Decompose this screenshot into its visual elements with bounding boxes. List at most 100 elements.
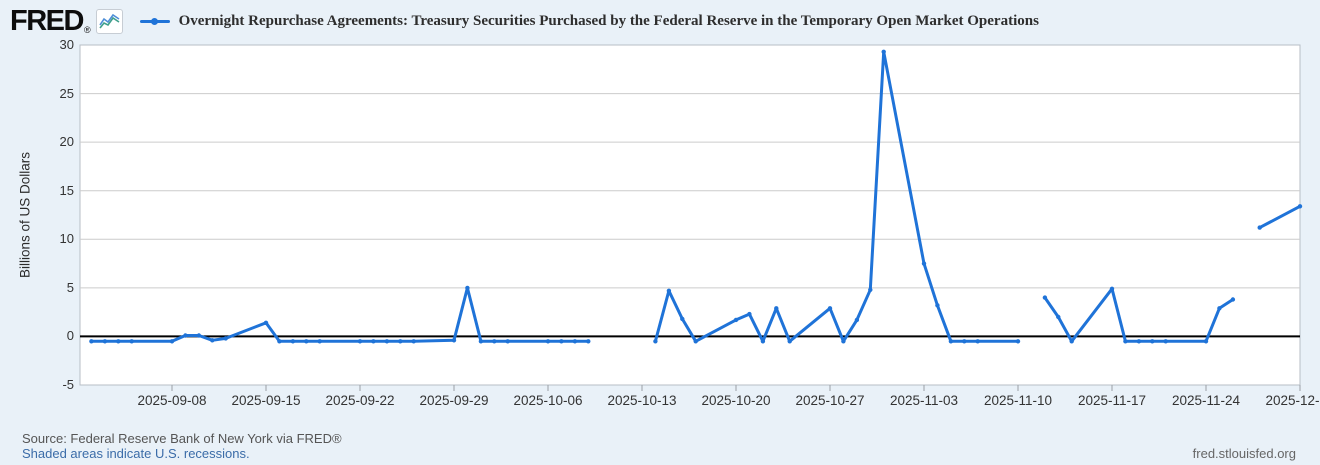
data-point [89,339,94,344]
fred-logo[interactable]: FRED ® [10,4,91,37]
data-point [304,339,309,344]
data-point [1150,339,1155,344]
data-point [653,339,658,344]
data-point [1136,339,1142,344]
x-tick-label: 2025-11-03 [889,393,959,408]
data-point [827,306,833,311]
data-point [478,339,484,344]
data-point [210,338,215,343]
x-tick-label: 2025-11-24 [1171,393,1241,408]
data-line-segment [653,50,1020,343]
data-point [492,339,497,344]
data-point [357,339,363,344]
y-tick-label: 10 [59,231,74,247]
data-point [384,339,390,344]
data-point [411,339,416,344]
data-point [868,287,873,292]
data-point [881,49,886,54]
site-url-text: fred.stlouisfed.org [1192,446,1296,461]
data-point [129,339,134,344]
data-point [693,339,698,344]
data-point [666,288,672,293]
data-point [747,311,752,317]
x-tick-label: 2025-09-15 [231,393,301,408]
x-tick-label: 2025-11-10 [983,393,1053,408]
y-tick-label: 15 [59,182,74,198]
data-point [465,285,470,291]
data-point [451,338,457,343]
data-point [371,339,376,344]
y-tick-label: -5 [62,377,74,392]
x-axis-tick-labels: 2025-09-08 2025-09-15 2025-09-22 2025-09-29… [0,393,1320,413]
data-point [1015,339,1021,344]
data-point [854,317,860,323]
data-point [277,339,282,344]
chart-header: FRED ® Overnight Repurchase Agreements: T… [0,0,1320,42]
data-point [116,339,121,344]
data-point [1042,295,1048,300]
data-point [1163,339,1168,344]
data-point [196,333,202,338]
x-tick-label: 2025-10-06 [513,393,583,408]
data-point [1069,339,1074,344]
y-axis-tick-labels: 30 25 20 15 10 5 0 -5 [0,0,74,400]
y-tick-label: 20 [59,134,74,150]
x-tick-label: 2025-09-08 [137,393,207,408]
x-tick-label: 2025-10-13 [607,393,677,408]
data-point [169,339,175,344]
data-point [586,339,591,344]
data-line-segment [89,286,590,343]
data-point [398,339,403,344]
data-point [223,336,228,341]
x-tick-label: 2025-09-29 [419,393,489,408]
data-point [962,339,967,344]
x-tick-label: 2025-10-20 [701,393,771,408]
data-point [1056,314,1061,320]
data-point [572,339,578,344]
registered-trademark: ® [83,24,91,35]
data-point [787,339,792,344]
legend-line-marker [139,17,170,25]
data-point [760,339,766,344]
data-point [545,339,551,344]
data-point [1230,297,1236,302]
y-tick-label: 5 [66,279,74,295]
data-point [183,333,188,338]
data-point [841,339,846,344]
data-point [733,317,739,323]
y-tick-label: 25 [59,85,74,101]
data-point [680,316,685,322]
data-point [975,339,980,344]
data-point [1257,225,1262,230]
data-point [559,339,564,344]
recessions-link[interactable]: Shaded areas indicate U.S. recessions. [22,446,250,461]
data-point [1123,339,1128,344]
y-tick-label: 30 [59,37,74,52]
data-point [921,261,927,266]
data-point [102,339,108,344]
mini-chart-icon [95,8,123,34]
data-point [1109,286,1115,291]
data-point [935,303,940,308]
data-point [1217,306,1222,311]
x-tick-label: 2025-10-27 [795,393,865,408]
plot-area[interactable] [79,44,1301,386]
y-tick-label: 0 [66,328,74,344]
series-title: Overnight Repurchase Agreements: Treasur… [178,12,1039,29]
data-point [317,339,322,344]
data-point [1203,339,1209,344]
x-tick-label: 2025-12-01 [1265,393,1320,408]
x-tick-label: 2025-11-17 [1077,393,1147,408]
data-point [948,339,954,344]
data-line-segment [1258,204,1302,230]
data-point [263,320,269,325]
source-text: Source: Federal Reserve Bank of New York… [22,431,342,446]
data-point [1297,204,1303,209]
fred-logo-text: FRED [10,4,84,37]
data-point [774,306,779,311]
data-point [290,339,296,344]
data-point [505,339,510,344]
